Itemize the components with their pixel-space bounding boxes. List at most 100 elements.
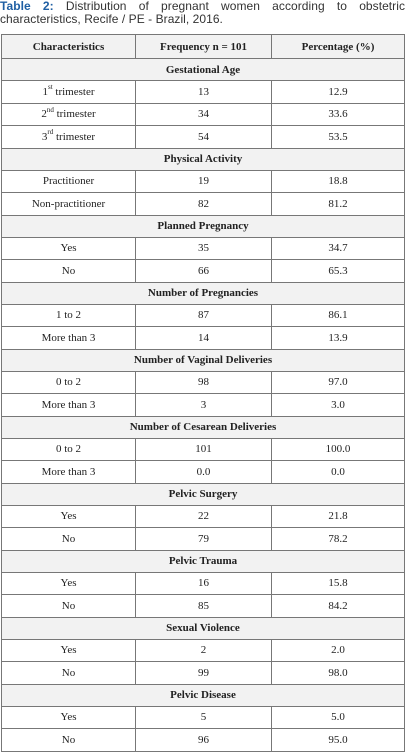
table-caption: Table 2: Distribution of pregnant women …	[0, 0, 405, 26]
row-label-suffix: trimester	[53, 108, 96, 121]
row-label-text: Yes	[60, 577, 77, 590]
row-label-text: Yes	[60, 510, 77, 523]
frequency-cell: 54	[135, 125, 272, 149]
obstetric-characteristics-table: Characteristics Frequency n = 101 Percen…	[1, 34, 405, 752]
section-row: Number of Vaginal Deliveries	[1, 348, 405, 372]
row-label-text: Yes	[60, 644, 77, 657]
percentage-cell: 21.8	[271, 504, 405, 528]
table-row: No 96 95.0	[1, 728, 405, 752]
frequency-cell: 5	[135, 705, 272, 729]
row-label: Practitioner	[1, 169, 136, 193]
row-label: Yes	[1, 571, 136, 595]
percentage-cell: 13.9	[271, 326, 405, 350]
section-title: Pelvic Trauma	[1, 549, 405, 573]
row-label: 2nd trimester	[1, 102, 136, 126]
frequency-cell: 0.0	[135, 460, 272, 484]
table-row: Yes 22 21.8	[1, 504, 405, 528]
table-row: Yes 35 34.7	[1, 236, 405, 260]
section-row: Sexual Violence	[1, 616, 405, 640]
row-label-text: 2	[41, 108, 47, 121]
frequency-cell: 35	[135, 236, 272, 260]
section-title: Planned Pregnancy	[1, 214, 405, 238]
row-label-suffix: trimester	[52, 85, 95, 98]
table-row: 0 to 2 101 100.0	[1, 437, 405, 461]
row-label-text: Yes	[60, 242, 77, 255]
table-row: No 85 84.2	[1, 594, 405, 618]
percentage-cell: 3.0	[271, 393, 405, 417]
percentage-cell: 81.2	[271, 192, 405, 216]
percentage-cell: 78.2	[271, 527, 405, 551]
header-row: Characteristics Frequency n = 101 Percen…	[1, 34, 405, 59]
percentage-cell: 2.0	[271, 638, 405, 662]
header-percentage: Percentage (%)	[271, 34, 405, 59]
frequency-cell: 87	[135, 303, 272, 327]
row-label: No	[1, 527, 136, 551]
row-label: Yes	[1, 236, 136, 260]
frequency-cell: 19	[135, 169, 272, 193]
table-row: Yes 2 2.0	[1, 638, 405, 662]
row-label-text: 1	[42, 85, 48, 98]
caption-label: Table 2:	[0, 0, 54, 13]
header-frequency: Frequency n = 101	[135, 34, 272, 59]
section-row: Physical Activity	[1, 147, 405, 171]
table-row: Practitioner 19 18.8	[1, 169, 405, 193]
row-label-text: More than 3	[41, 465, 96, 478]
section-row: Pelvic Disease	[1, 683, 405, 707]
row-label: 3rd trimester	[1, 125, 136, 149]
ordinal-suffix: rd	[47, 128, 54, 137]
row-label-text: No	[61, 264, 76, 277]
table-row: 1st trimester 13 12.9	[1, 80, 405, 104]
table-row: More than 3 0.0 0.0	[1, 460, 405, 484]
frequency-cell: 96	[135, 728, 272, 752]
table-row: 3rd trimester 54 53.5	[1, 125, 405, 149]
row-label: 1 to 2	[1, 303, 136, 327]
section-title: Pelvic Surgery	[1, 482, 405, 506]
frequency-cell: 99	[135, 661, 272, 685]
row-label: No	[1, 259, 136, 283]
section-title: Sexual Violence	[1, 616, 405, 640]
row-label: 0 to 2	[1, 437, 136, 461]
table-row: Yes 5 5.0	[1, 705, 405, 729]
table-row: 1 to 2 87 86.1	[1, 303, 405, 327]
frequency-cell: 101	[135, 437, 272, 461]
frequency-cell: 79	[135, 527, 272, 551]
section-row: Number of Pregnancies	[1, 281, 405, 305]
section-title: Number of Pregnancies	[1, 281, 405, 305]
frequency-cell: 82	[135, 192, 272, 216]
section-title: Number of Vaginal Deliveries	[1, 348, 405, 372]
row-label: 1st trimester	[1, 80, 136, 104]
row-label-text: More than 3	[41, 331, 96, 344]
section-title: Pelvic Disease	[1, 683, 405, 707]
row-label-suffix: trimester	[53, 130, 96, 143]
table-row: More than 3 14 13.9	[1, 326, 405, 350]
percentage-cell: 97.0	[271, 370, 405, 394]
table-row: No 79 78.2	[1, 527, 405, 551]
percentage-cell: 15.8	[271, 571, 405, 595]
frequency-cell: 22	[135, 504, 272, 528]
caption-text: Distribution of pregnant women according…	[0, 0, 405, 26]
row-label-text: Non-practitioner	[31, 197, 106, 210]
percentage-cell: 33.6	[271, 102, 405, 126]
row-label-text: 0 to 2	[55, 376, 82, 389]
section-title: Gestational Age	[1, 58, 405, 81]
section-row: Pelvic Trauma	[1, 549, 405, 573]
percentage-cell: 18.8	[271, 169, 405, 193]
ordinal-suffix: nd	[46, 105, 54, 114]
frequency-cell: 85	[135, 594, 272, 618]
row-label: More than 3	[1, 326, 136, 350]
table-row: More than 3 3 3.0	[1, 393, 405, 417]
row-label: Non-practitioner	[1, 192, 136, 216]
row-label: No	[1, 661, 136, 685]
frequency-cell: 13	[135, 80, 272, 104]
section-row: Gestational Age	[1, 58, 405, 81]
frequency-cell: 16	[135, 571, 272, 595]
row-label-text: 3	[41, 130, 48, 143]
frequency-cell: 98	[135, 370, 272, 394]
section-row: Planned Pregnancy	[1, 214, 405, 238]
percentage-cell: 98.0	[271, 661, 405, 685]
ordinal-suffix: st	[47, 83, 53, 92]
percentage-cell: 0.0	[271, 460, 405, 484]
table-row: 2nd trimester 34 33.6	[1, 102, 405, 126]
row-label-text: Yes	[60, 711, 77, 724]
percentage-cell: 12.9	[271, 80, 405, 104]
